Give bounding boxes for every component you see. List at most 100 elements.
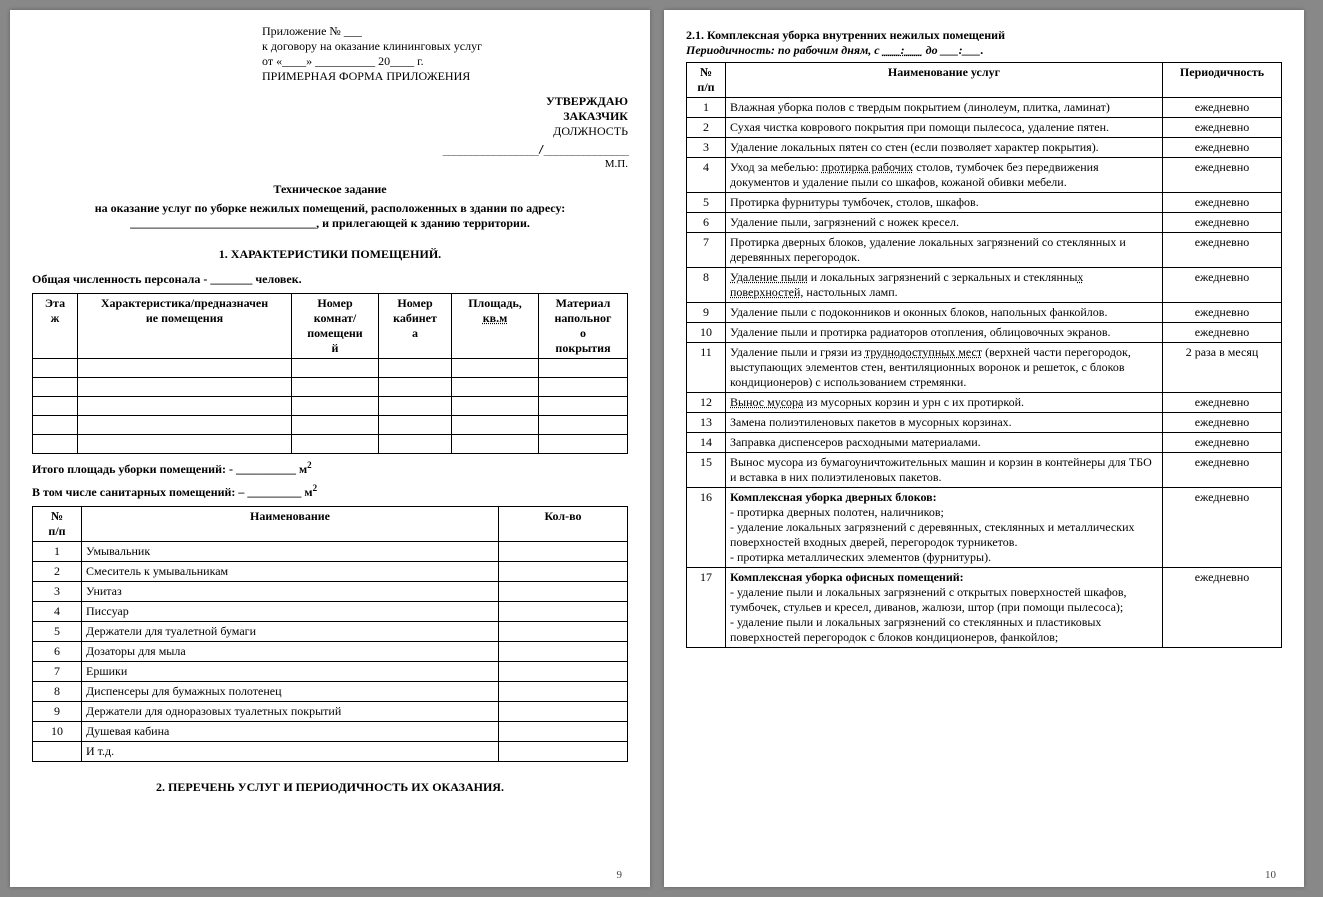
rooms-table: Этаж Характеристика/предназначение помещ… <box>32 293 628 454</box>
svc-cell-freq: ежедневно <box>1163 193 1282 213</box>
page-spread: Приложение № ___ к договору на оказание … <box>0 0 1323 897</box>
san-row: 10Душевая кабина <box>33 721 628 741</box>
svc-cell-text: Влажная уборка полов с твердым покрытием… <box>726 98 1163 118</box>
page-number-right: 10 <box>1265 869 1276 883</box>
san-row: И т.д. <box>33 741 628 761</box>
san-row: 6Дозаторы для мыла <box>33 641 628 661</box>
san-cell-qty <box>499 741 628 761</box>
san-th-name: Наименование <box>82 506 499 541</box>
sanitary-table: №п/п Наименование Кол-во 1Умывальник2Сме… <box>32 506 628 762</box>
san-cell-qty <box>499 701 628 721</box>
svc-cell-num: 11 <box>687 343 726 393</box>
svc-cell-freq: ежедневно <box>1163 568 1282 648</box>
svc-cell-num: 1 <box>687 98 726 118</box>
svc-cell-freq: ежедневно <box>1163 453 1282 488</box>
appendix-block: Приложение № ___ к договору на оказание … <box>262 24 628 84</box>
svc-cell-text: Удаление локальных пятен со стен (если п… <box>726 138 1163 158</box>
svc-row: 14Заправка диспенсеров расходными матери… <box>687 433 1282 453</box>
mp-line: М.П. <box>32 158 628 172</box>
san-cell-name: Ершики <box>82 661 499 681</box>
svc-row: 11Удаление пыли и грязи из труднодоступн… <box>687 343 1282 393</box>
svc-row: 13Замена полиэтиленовых пакетов в мусорн… <box>687 413 1282 433</box>
services-table: №п/п Наименование услуг Периодичность 1В… <box>686 62 1282 648</box>
svc-cell-num: 4 <box>687 158 726 193</box>
san-row: 9Держатели для одноразовых туалетных пок… <box>33 701 628 721</box>
svc-cell-freq: 2 раза в месяц <box>1163 343 1282 393</box>
svc-row: 3Удаление локальных пятен со стен (если … <box>687 138 1282 158</box>
svc-cell-freq: ежедневно <box>1163 233 1282 268</box>
staff-count-line: Общая численность персонала - _______ че… <box>32 272 628 287</box>
svc-th-num: №п/п <box>687 63 726 98</box>
section-2-1-heading: 2.1. Комплексная уборка внутренних нежил… <box>686 28 1282 43</box>
rooms-th-roomno: Номеркомнат/помещений <box>292 293 379 358</box>
svc-cell-text: Вынос мусора из мусорных корзин и урн с … <box>726 393 1163 413</box>
san-cell-name: Дозаторы для мыла <box>82 641 499 661</box>
san-th-qty: Кол-во <box>499 506 628 541</box>
san-cell-qty <box>499 581 628 601</box>
san-cell-name: Душевая кабина <box>82 721 499 741</box>
svc-cell-num: 3 <box>687 138 726 158</box>
page-left: Приложение № ___ к договору на оказание … <box>10 10 650 887</box>
address-blank: _______________________________ <box>130 216 316 230</box>
svc-cell-freq: ежедневно <box>1163 98 1282 118</box>
appendix-line-4: ПРИМЕРНАЯ ФОРМА ПРИЛОЖЕНИЯ <box>262 69 628 84</box>
approve-line-1: УТВЕРЖДАЮ <box>32 94 628 109</box>
svc-row: 10Удаление пыли и протирка радиаторов от… <box>687 323 1282 343</box>
san-cell-num: 4 <box>33 601 82 621</box>
san-cell-qty <box>499 601 628 621</box>
san-cell-qty <box>499 621 628 641</box>
rooms-tbody <box>33 358 628 453</box>
doc-title: Техническое задание <box>32 182 628 197</box>
san-cell-name: Унитаз <box>82 581 499 601</box>
san-cell-name: Держатели для одноразовых туалетных покр… <box>82 701 499 721</box>
san-cell-name: Диспенсеры для бумажных полотенец <box>82 681 499 701</box>
svc-row: 4Уход за мебелью: протирка рабочих столо… <box>687 158 1282 193</box>
svc-cell-num: 7 <box>687 233 726 268</box>
sanitary-area-line: В том числе санитарных помещений: – ____… <box>32 483 628 500</box>
svc-cell-freq: ежедневно <box>1163 158 1282 193</box>
total-area-line: Итого площадь уборки помещений: - ______… <box>32 460 628 477</box>
svc-th-freq: Периодичность <box>1163 63 1282 98</box>
san-cell-name: Писсуар <box>82 601 499 621</box>
svc-cell-text: Комплексная уборка офисных помещений:- у… <box>726 568 1163 648</box>
svc-row: 8Удаление пыли и локальных загрязнений с… <box>687 268 1282 303</box>
approve-line-2: ЗАКАЗЧИК <box>32 109 628 124</box>
svc-cell-text: Сухая чистка коврового покрытия при помо… <box>726 118 1163 138</box>
svc-row: 7Протирка дверных блоков, удаление локал… <box>687 233 1282 268</box>
page-right: 2.1. Комплексная уборка внутренних нежил… <box>664 10 1304 887</box>
svc-cell-text: Удаление пыли и локальных загрязнений с … <box>726 268 1163 303</box>
svc-cell-freq: ежедневно <box>1163 413 1282 433</box>
svc-cell-freq: ежедневно <box>1163 433 1282 453</box>
page-number-left: 9 <box>617 869 623 883</box>
svc-row: 16Комплексная уборка дверных блоков:- пр… <box>687 488 1282 568</box>
san-cell-name: И т.д. <box>82 741 499 761</box>
san-cell-num: 3 <box>33 581 82 601</box>
svc-cell-num: 15 <box>687 453 726 488</box>
svc-cell-num: 6 <box>687 213 726 233</box>
svc-cell-num: 12 <box>687 393 726 413</box>
rooms-th-area: Площадь,кв.м <box>452 293 539 358</box>
san-row: 3Унитаз <box>33 581 628 601</box>
san-cell-num: 2 <box>33 561 82 581</box>
svc-cell-num: 17 <box>687 568 726 648</box>
section-2-1-sub: Периодичность: по рабочим дням, с ___:__… <box>686 43 1282 58</box>
san-cell-num: 7 <box>33 661 82 681</box>
svc-cell-text: Протирка дверных блоков, удаление локаль… <box>726 233 1163 268</box>
san-cell-num: 9 <box>33 701 82 721</box>
san-cell-num <box>33 741 82 761</box>
svc-cell-freq: ежедневно <box>1163 213 1282 233</box>
san-th-num: №п/п <box>33 506 82 541</box>
rooms-th-desc: Характеристика/предназначение помещения <box>78 293 292 358</box>
appendix-line-2: к договору на оказание клининговых услуг <box>262 39 628 54</box>
svc-cell-text: Заправка диспенсеров расходными материал… <box>726 433 1163 453</box>
svc-cell-text: Вынос мусора из бумагоуничтожительных ма… <box>726 453 1163 488</box>
san-cell-num: 6 <box>33 641 82 661</box>
doc-subtitle-2: _______________________________, и приле… <box>32 216 628 231</box>
san-row: 5Держатели для туалетной бумаги <box>33 621 628 641</box>
svc-cell-freq: ежедневно <box>1163 268 1282 303</box>
san-cell-qty <box>499 541 628 561</box>
svc-cell-text: Удаление пыли с подоконников и оконных б… <box>726 303 1163 323</box>
san-row: 7Ершики <box>33 661 628 681</box>
address-suffix: , и прилегающей к зданию территории. <box>316 216 530 230</box>
san-row: 2Смеситель к умывальникам <box>33 561 628 581</box>
